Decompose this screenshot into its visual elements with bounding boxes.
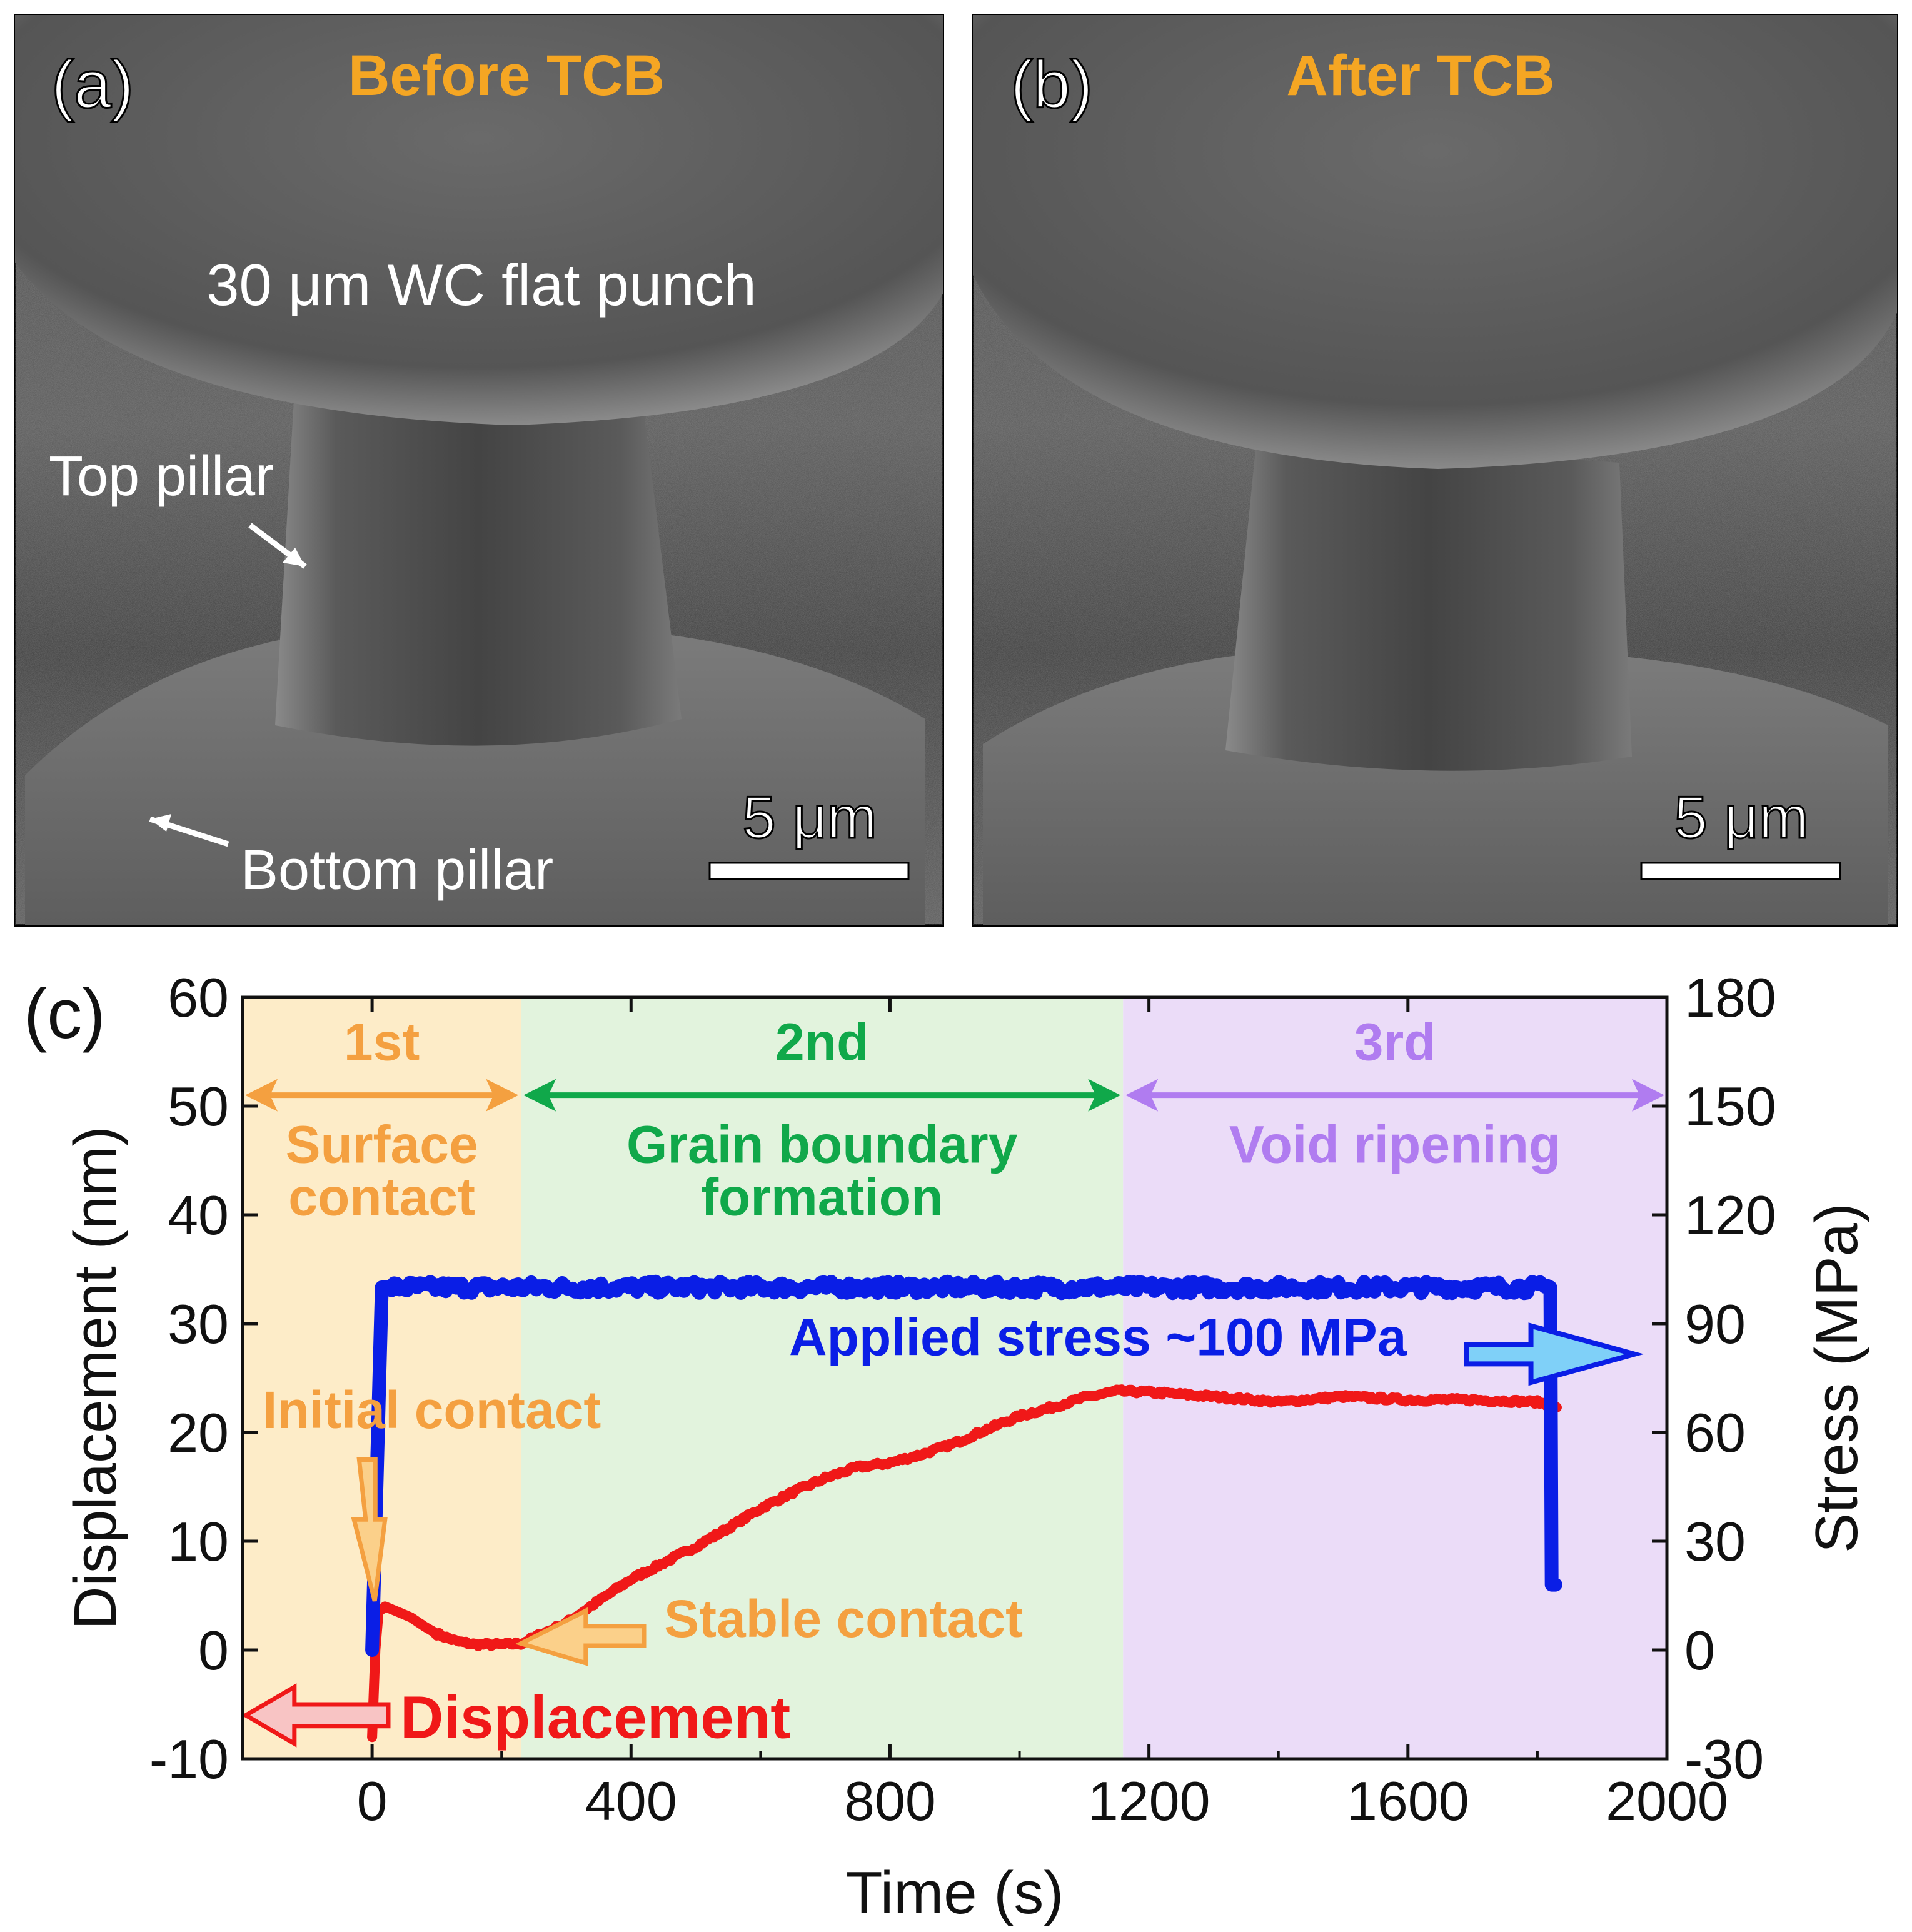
panel-b: (b) After TCB 5 μm — [972, 14, 1898, 927]
y-left-tick-label: 20 — [168, 1402, 229, 1464]
scale-bar-b — [1640, 862, 1841, 880]
x-tick-label: 800 — [844, 1770, 936, 1832]
stable-contact-arrow — [515, 1607, 647, 1666]
scale-bar-a — [708, 862, 910, 880]
stage-arrowhead-left-3 — [1125, 1079, 1159, 1112]
x-tick-label: 0 — [357, 1770, 388, 1832]
initial-contact-arrow — [351, 1457, 388, 1602]
punch-shape-b — [973, 15, 1897, 469]
y-right-tick-label: 120 — [1684, 1184, 1776, 1246]
panel-a-title: Before TCB — [348, 44, 665, 108]
panel-b-letter: (b) — [1010, 46, 1093, 122]
y-right-tick-label: 60 — [1684, 1402, 1746, 1464]
stable-contact-label: Stable contact — [664, 1589, 1023, 1648]
stage-arrowhead-left-1 — [245, 1079, 278, 1112]
top-pillar-shape-b — [1225, 438, 1632, 771]
y-axis-left-label: Displacement (nm) — [62, 1126, 129, 1630]
y-right-tick-label: 90 — [1684, 1293, 1746, 1355]
stage-label-line: Void ripening — [1229, 1115, 1561, 1174]
stage-label-3: Void ripening — [1229, 1115, 1561, 1174]
y-left-tick-label: -10 — [149, 1728, 229, 1790]
applied-stress-label: Applied stress ~100 MPa — [789, 1307, 1407, 1366]
y-left-tick-label: 0 — [198, 1619, 229, 1681]
annotations: Initial contact Stable contact Displacemen… — [241, 1307, 1644, 1751]
x-tick-label: 2000 — [1606, 1770, 1728, 1832]
x-tick-label: 1600 — [1347, 1770, 1469, 1832]
stage-label-line: Grain boundary — [626, 1115, 1018, 1174]
applied-stress-arrow — [1464, 1322, 1644, 1386]
stage-label-line: formation — [701, 1168, 943, 1227]
stage-bg-3 — [1123, 997, 1667, 1759]
x-tick-label: 400 — [585, 1770, 677, 1832]
top-pillar-arrowhead — [283, 548, 305, 566]
stage-label-2: Grain boundary formation — [626, 1115, 1018, 1227]
stage-arrowhead-right-2 — [1088, 1079, 1121, 1112]
stage-arrowhead-left-2 — [523, 1079, 556, 1112]
stage-label-1: Surface contact — [286, 1115, 478, 1227]
stage-arrowhead-right-1 — [486, 1079, 519, 1112]
bottom-pillar-label: Bottom pillar — [241, 839, 553, 902]
y-left-tick-label: 50 — [168, 1075, 229, 1137]
y-right-tick-label: 30 — [1684, 1511, 1746, 1572]
y-left-tick-label: 30 — [168, 1293, 229, 1355]
axis-ticks: 0 400 800 1200 1600 2000 -10 0 10 20 30 40 50 60 -30 0 3… — [149, 967, 1776, 1832]
stage-name-1: 1st — [344, 1013, 420, 1072]
y-left-tick-label: 60 — [168, 967, 229, 1029]
scale-bar-label-b: 5 μm — [1674, 784, 1808, 851]
x-tick-label: 1200 — [1088, 1770, 1210, 1832]
y-axis-right-label: Stress (MPa) — [1803, 1203, 1870, 1553]
punch-shape-a — [15, 15, 943, 425]
initial-contact-label: Initial contact — [263, 1381, 601, 1439]
y-right-tick-label: 150 — [1684, 1075, 1776, 1137]
stage-arrowhead-right-3 — [1632, 1079, 1664, 1112]
y-right-tick-label: 180 — [1684, 967, 1776, 1029]
punch-label: 30 μm WC flat punch — [206, 252, 757, 318]
stage-label-line: contact — [288, 1168, 475, 1227]
panel-b-title: After TCB — [1286, 44, 1554, 108]
x-axis-label: Time (s) — [846, 1859, 1064, 1926]
bottom-pillar-arrowhead — [150, 814, 171, 832]
y-left-tick-label: 10 — [168, 1511, 229, 1572]
stage-arrows: 1st Surface contact 2nd Grain boundary format… — [245, 1013, 1664, 1227]
y-right-tick-label: -30 — [1684, 1728, 1764, 1790]
bottom-pillar-shape-a — [25, 624, 925, 925]
displacement-arrow — [241, 1683, 391, 1748]
series-applied-stress — [365, 1274, 1562, 1657]
top-pillar-shape-a — [275, 400, 682, 746]
y-right-tick-label: 0 — [1684, 1619, 1715, 1681]
panel-c-letter: (c) — [24, 975, 106, 1053]
stage-name-3: 3rd — [1354, 1013, 1436, 1072]
panel-a: (a) Before TCB 30 μm WC flat punch Top p… — [14, 14, 944, 927]
top-pillar-label: Top pillar — [49, 445, 274, 508]
panel-a-letter: (a) — [51, 46, 134, 122]
bottom-pillar-shape-b — [983, 647, 1888, 925]
displacement-label: Displacement — [400, 1684, 790, 1751]
chart-panel-c: (c) 0 400 800 1200 1600 2000-100102030405060-… — [24, 967, 1870, 1926]
scale-bar-label-a: 5 μm — [742, 784, 877, 851]
y-left-tick-label: 40 — [168, 1184, 229, 1246]
plot-frame — [241, 995, 1669, 1761]
stage-label-line: Surface — [286, 1115, 478, 1174]
stage-name-2: 2nd — [775, 1013, 868, 1072]
